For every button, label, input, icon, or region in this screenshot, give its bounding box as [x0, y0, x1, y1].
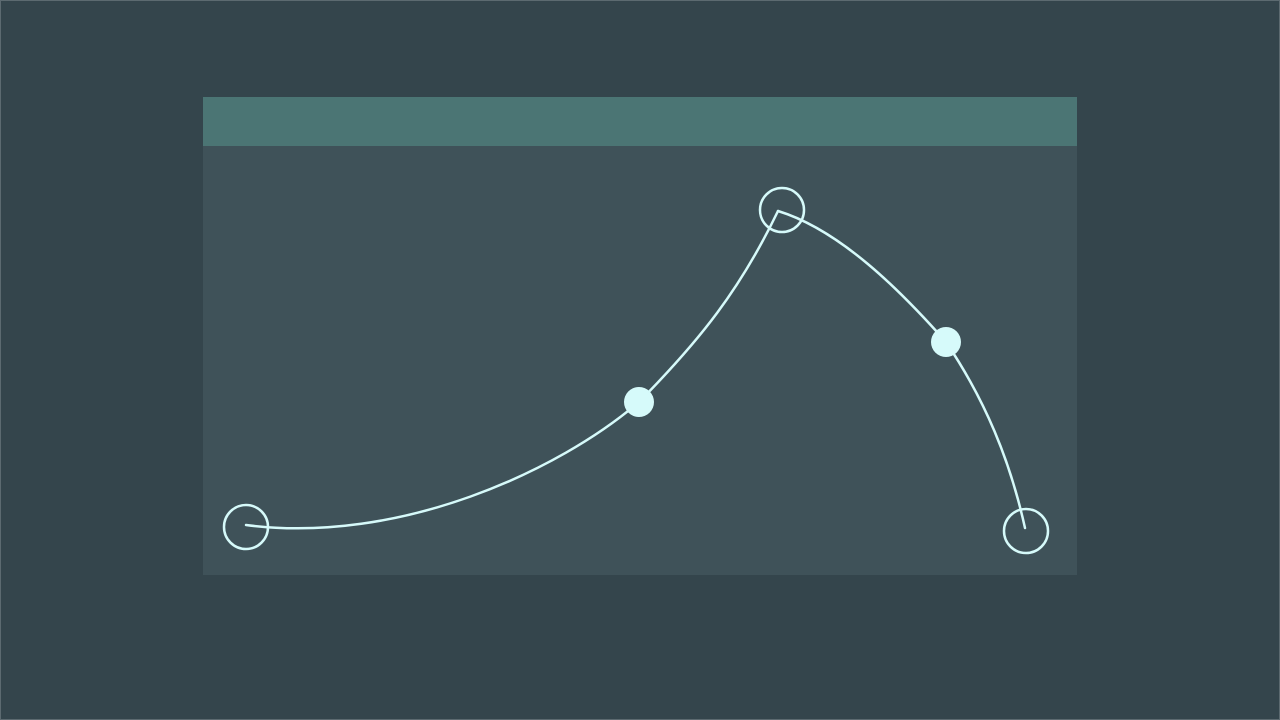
- bezier-curve-segment-1: [244, 209, 780, 530]
- anchor-point-peak[interactable]: [758, 186, 806, 234]
- anchor-point-end[interactable]: [1002, 507, 1050, 555]
- bezier-curve-segment-2: [776, 209, 1027, 530]
- control-point-right[interactable]: [931, 327, 961, 357]
- control-point-left[interactable]: [624, 387, 654, 417]
- editor-panel: [203, 97, 1077, 575]
- anchor-point-start[interactable]: [222, 503, 270, 551]
- panel-header-bar: [203, 97, 1077, 146]
